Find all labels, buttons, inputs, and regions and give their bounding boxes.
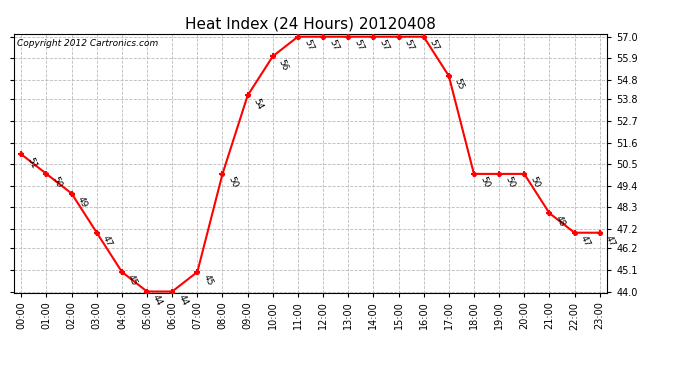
Text: 47: 47 (101, 234, 114, 248)
Text: Copyright 2012 Cartronics.com: Copyright 2012 Cartronics.com (17, 39, 158, 48)
Text: 50: 50 (50, 175, 63, 189)
Text: 56: 56 (277, 58, 290, 72)
Text: 47: 47 (579, 234, 591, 248)
Text: 50: 50 (503, 175, 516, 189)
Text: 57: 57 (353, 38, 366, 52)
Text: 54: 54 (252, 97, 265, 111)
Text: 44: 44 (177, 293, 189, 307)
Text: 57: 57 (327, 38, 340, 52)
Title: Heat Index (24 Hours) 20120408: Heat Index (24 Hours) 20120408 (185, 16, 436, 31)
Text: 48: 48 (553, 214, 566, 229)
Text: 55: 55 (453, 77, 466, 92)
Text: 51: 51 (26, 156, 39, 170)
Text: 44: 44 (151, 293, 164, 307)
Text: 50: 50 (529, 175, 542, 189)
Text: 57: 57 (428, 38, 441, 52)
Text: 50: 50 (478, 175, 491, 189)
Text: 45: 45 (201, 273, 215, 287)
Text: 47: 47 (604, 234, 617, 248)
Text: 57: 57 (377, 38, 391, 52)
Text: 45: 45 (126, 273, 139, 287)
Text: 50: 50 (226, 175, 239, 189)
Text: 49: 49 (76, 195, 89, 209)
Text: 57: 57 (302, 38, 315, 52)
Text: 57: 57 (403, 38, 415, 52)
